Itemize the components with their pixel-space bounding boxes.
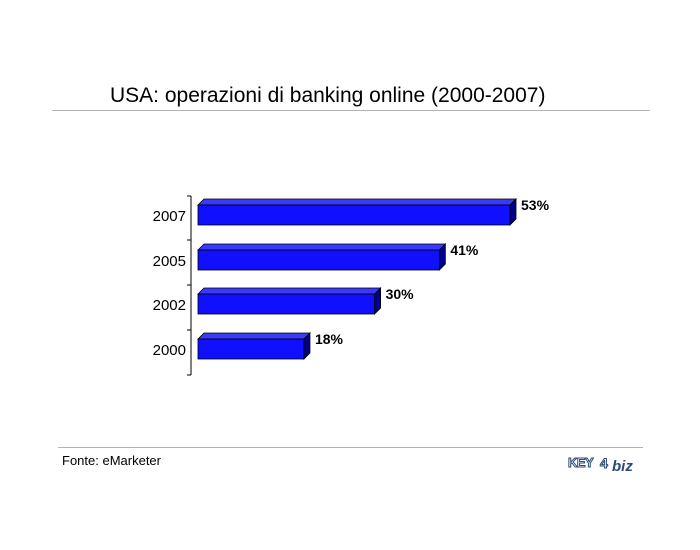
bar-top: [197, 332, 311, 340]
y-tick-label: 2002: [153, 297, 186, 314]
title-divider: [52, 110, 650, 111]
source-note: Fonte: eMarketer: [62, 453, 161, 468]
bar-top: [197, 198, 517, 206]
svg-text:KEY: KEY: [568, 455, 594, 470]
data-label: 30%: [386, 286, 415, 302]
bar-top: [197, 287, 382, 295]
y-tick-label: 2005: [153, 253, 186, 270]
svg-text:biz: biz: [612, 458, 633, 474]
bar-top: [197, 243, 447, 251]
bar: [197, 293, 376, 315]
bar: [197, 338, 305, 360]
data-label: 18%: [315, 331, 344, 347]
svg-text:4: 4: [600, 455, 608, 471]
footer-divider: [58, 447, 643, 448]
y-tick-label: 2007: [153, 208, 186, 225]
page-title: USA: operazioni di banking online (2000-…: [110, 84, 546, 107]
data-label: 53%: [521, 197, 550, 213]
y-tick-label: 2000: [153, 342, 186, 359]
key4biz-logo: KEY 4 biz: [568, 455, 634, 475]
data-label: 41%: [450, 242, 479, 258]
bar: [197, 204, 511, 226]
bar: [197, 249, 440, 271]
